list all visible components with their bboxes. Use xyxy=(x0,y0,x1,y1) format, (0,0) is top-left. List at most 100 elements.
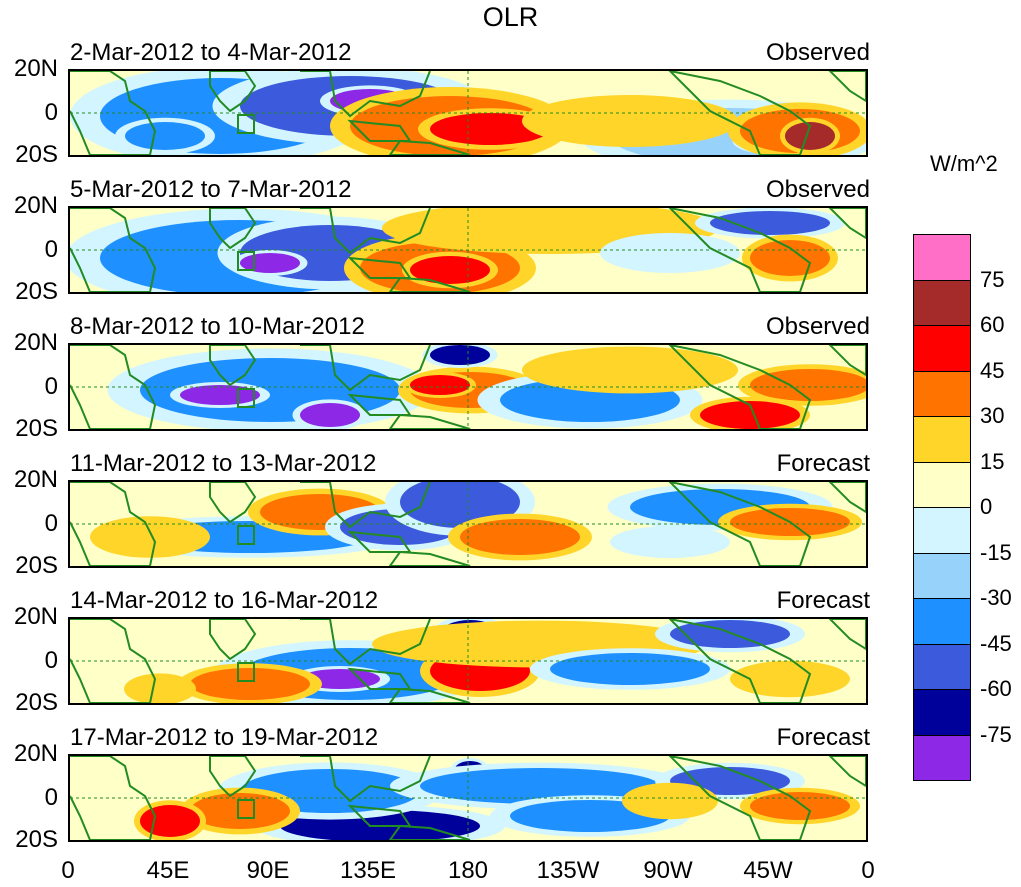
coastline xyxy=(209,345,257,387)
colorbar-tick-label: -30 xyxy=(980,585,1012,610)
colorbar-swatch xyxy=(913,598,971,645)
latitude-label: 20S xyxy=(15,415,58,442)
coastline xyxy=(300,619,431,666)
olr-anomaly-region xyxy=(410,208,690,248)
longitude-label: 90E xyxy=(246,857,290,884)
colorbar-tick-label: -75 xyxy=(980,721,1012,747)
colorbar-swatch xyxy=(913,461,971,508)
coastline xyxy=(388,824,471,840)
colorbar-swatch xyxy=(913,552,971,599)
region-box xyxy=(237,388,255,408)
coastline xyxy=(668,482,812,566)
latitude-label: 20S xyxy=(15,141,58,168)
olr-anomaly-region xyxy=(410,256,490,284)
latitude-label: 20N xyxy=(13,192,58,219)
olr-anomaly-region xyxy=(750,792,850,820)
panel-date-range: 11-Mar-2012 to 13-Mar-2012 xyxy=(70,450,377,477)
coastline xyxy=(388,276,471,292)
panel-date-range: 8-Mar-2012 to 10-Mar-2012 xyxy=(70,313,365,340)
panel-type-label: Forecast xyxy=(776,724,870,751)
panel-type-label: Observed xyxy=(765,176,870,203)
region-box xyxy=(237,525,255,545)
panel-type-label: Forecast xyxy=(776,587,870,614)
latitude-label: 0 xyxy=(44,373,58,400)
olr-anomaly-region xyxy=(610,526,730,558)
coastline xyxy=(668,208,812,292)
panel-date-range: 2-Mar-2012 to 4-Mar-2012 xyxy=(70,39,352,66)
coastline xyxy=(828,71,866,103)
latitude-label: 20N xyxy=(13,55,58,82)
coastline xyxy=(388,413,471,429)
coastline xyxy=(668,619,812,703)
panel-date-range: 14-Mar-2012 to 16-Mar-2012 xyxy=(70,587,379,614)
olr-anomaly-region xyxy=(750,369,866,401)
panel-type-label: Observed xyxy=(765,313,870,340)
coastline xyxy=(828,619,866,651)
coastline xyxy=(70,208,157,292)
olr-anomaly-region xyxy=(630,787,710,815)
coastline xyxy=(668,71,812,155)
olr-map xyxy=(70,619,866,703)
olr-anomaly-region xyxy=(710,211,830,235)
latitude-label: 0 xyxy=(44,647,58,674)
panel-type-label: Forecast xyxy=(776,450,870,477)
panel-date-range: 17-Mar-2012 to 19-Mar-2012 xyxy=(70,724,379,751)
colorbar-swatch xyxy=(913,325,971,372)
colorbar-tick-label: -15 xyxy=(980,539,1012,565)
colorbar-tick-label: 75 xyxy=(980,266,1005,292)
colorbar-tick-label: 30 xyxy=(980,403,1005,428)
coastline xyxy=(209,619,257,661)
latitude-label: 20N xyxy=(13,329,58,356)
olr-map xyxy=(70,345,866,429)
coastline xyxy=(70,71,157,155)
colorbar-tick-label: 15 xyxy=(980,448,1005,474)
colorbar-swatch xyxy=(913,689,971,736)
olr-anomaly-region xyxy=(140,805,200,837)
latitude-label: 0 xyxy=(44,510,58,537)
coastline xyxy=(388,139,471,155)
olr-map xyxy=(70,208,866,292)
olr-map-panel xyxy=(68,480,868,568)
region-box xyxy=(237,251,255,271)
olr-map-panel xyxy=(68,343,868,431)
coastline xyxy=(388,550,471,566)
longitude-label: 90W xyxy=(643,857,693,884)
olr-anomaly-region xyxy=(700,401,800,429)
olr-map-panel xyxy=(68,69,868,157)
olr-anomaly-region xyxy=(190,793,290,829)
panel-type-label: Observed xyxy=(765,39,870,66)
panel-date-range: 5-Mar-2012 to 7-Mar-2012 xyxy=(70,176,352,203)
olr-map-panel xyxy=(68,754,868,842)
coastline xyxy=(300,71,431,118)
olr-anomaly-region xyxy=(550,653,710,685)
latitude-label: 20S xyxy=(15,826,58,853)
latitude-label: 20S xyxy=(15,278,58,305)
olr-anomaly-region xyxy=(430,113,550,145)
colorbar-swatch xyxy=(913,279,971,326)
coastline xyxy=(70,619,157,703)
olr-map-panel xyxy=(68,206,868,294)
latitude-label: 0 xyxy=(44,784,58,811)
colorbar-swatch xyxy=(913,734,971,781)
colorbar-swatch xyxy=(913,234,971,281)
region-box xyxy=(237,662,255,682)
longitude-label: 135W xyxy=(536,857,600,884)
latitude-label: 20S xyxy=(15,689,58,716)
olr-anomaly-region xyxy=(430,345,490,365)
coastline xyxy=(668,756,812,840)
latitude-label: 20N xyxy=(13,466,58,493)
olr-anomaly-region xyxy=(540,101,720,141)
longitude-label: 135E xyxy=(339,857,397,884)
coastline xyxy=(209,482,257,524)
coastline xyxy=(828,482,866,514)
region-box xyxy=(237,799,255,819)
olr-anomaly-region xyxy=(420,768,660,804)
olr-map xyxy=(70,756,866,840)
coastline xyxy=(209,756,257,798)
coastline xyxy=(300,345,431,392)
colorbar-swatch xyxy=(913,507,971,554)
coastline xyxy=(828,208,866,240)
colorbar-tick-label: 45 xyxy=(980,357,1005,383)
coastline xyxy=(70,345,157,429)
coastline xyxy=(209,71,257,113)
